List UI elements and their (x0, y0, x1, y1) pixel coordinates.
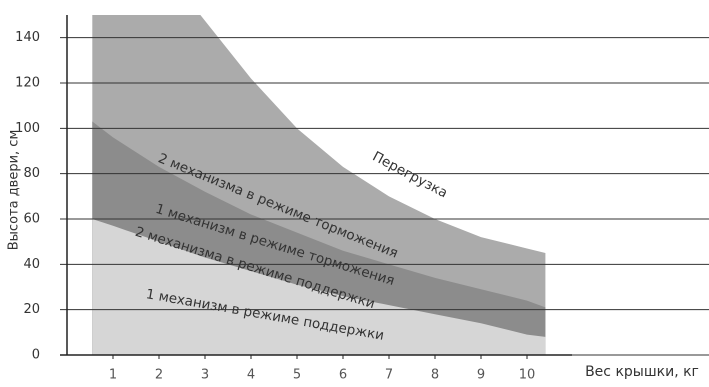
y-axis-label: Высота двери, см (7, 130, 22, 251)
x-tick-label: 5 (293, 368, 301, 383)
x-tick-label: 8 (431, 368, 439, 383)
y-tick-label: 120 (15, 76, 40, 91)
x-tick-label: 9 (477, 368, 485, 383)
x-tick-label: 1 (109, 368, 117, 383)
x-axis-label: Вес крышки, кг (585, 364, 699, 380)
area (92, 219, 546, 355)
x-tick-label: 7 (385, 368, 393, 383)
y-tick-label: 40 (23, 257, 40, 272)
y-tick-label: 0 (32, 348, 40, 363)
y-tick-label: 80 (23, 166, 40, 181)
x-tick-label: 4 (247, 368, 255, 383)
y-tick-label: 60 (23, 212, 40, 227)
x-tick-label: 2 (155, 368, 163, 383)
y-tick-label: 140 (15, 30, 40, 45)
y-tick-label: 20 (23, 302, 40, 317)
x-tick-label: 6 (339, 368, 347, 383)
x-tick-label: 10 (519, 368, 536, 383)
x-tick-label: 3 (201, 368, 209, 383)
y-tick-label: 100 (15, 121, 40, 136)
